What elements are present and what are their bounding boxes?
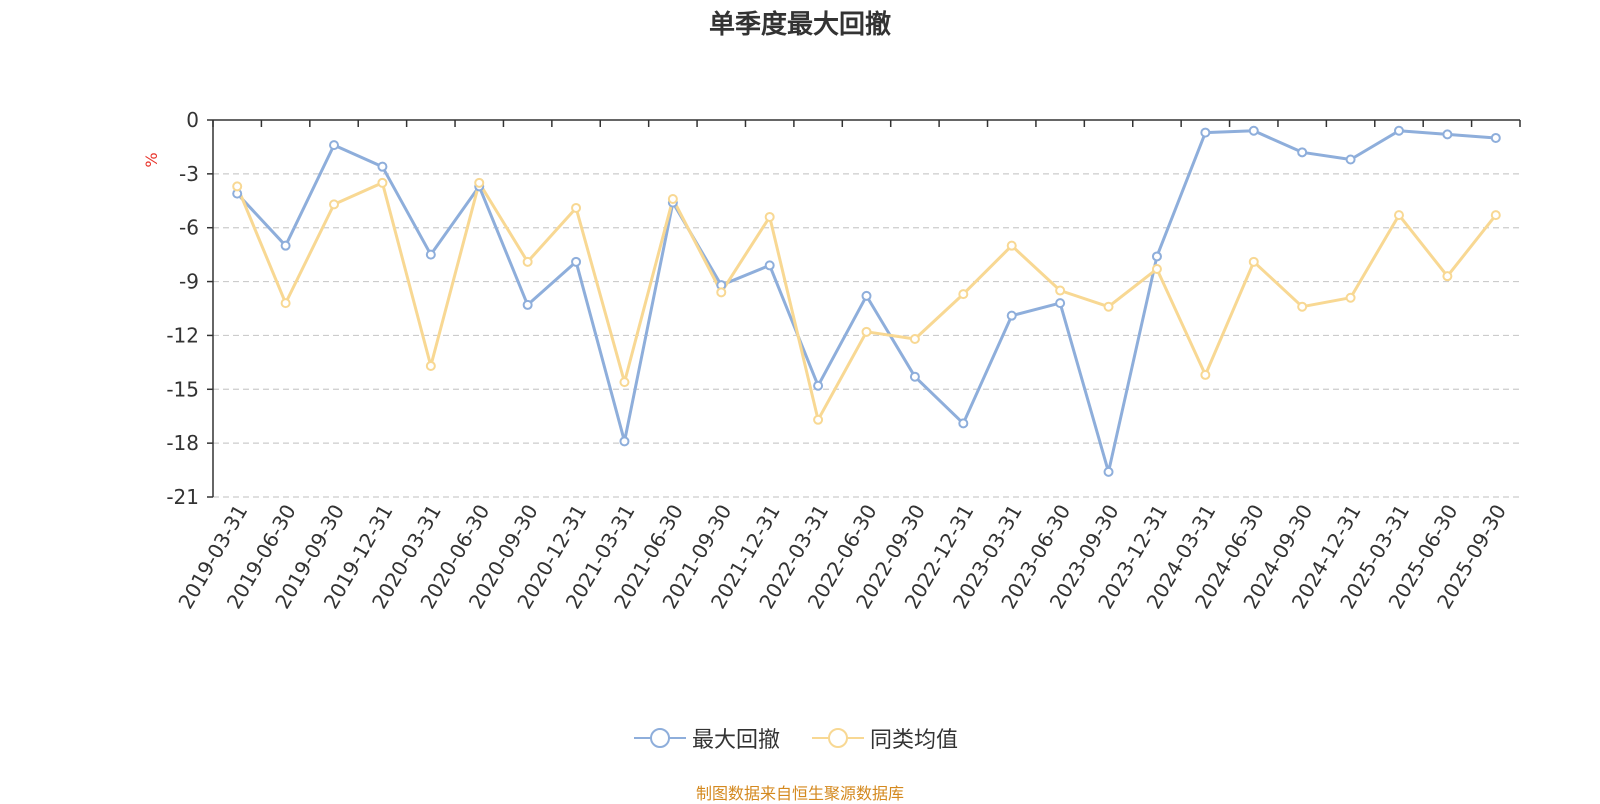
data-point-series-1 [1151,251,1162,262]
data-point-series-2 [329,199,340,210]
data-point-series-1 [280,240,291,251]
data-point-series-1 [619,436,630,447]
data-point-series-1 [425,249,436,260]
data-point-series-2 [716,287,727,298]
data-point-series-2 [1103,301,1114,312]
data-point-series-1 [1490,132,1501,143]
axes [207,119,1521,498]
legend-label: 最大回撤 [692,728,781,753]
data-point-series-2 [474,177,485,188]
series-lines [235,129,1497,474]
data-point-series-2 [232,181,243,192]
data-point-series-1 [1248,125,1259,136]
y-tick-label: -15 [166,377,199,401]
data-point-series-2 [861,326,872,337]
data-point-series-1 [1297,147,1308,158]
data-point-series-2 [1006,240,1017,251]
data-point-series-2 [280,298,291,309]
data-point-series-1 [1200,127,1211,138]
data-point-series-1 [1345,154,1356,165]
data-point-series-1 [909,371,920,382]
data-point-series-1 [329,140,340,151]
series-line-2 [235,181,1497,422]
data-point-series-1 [813,380,824,391]
data-point-series-2 [813,414,824,425]
legend-item-peer-average[interactable]: 同类均值 [812,724,959,753]
data-point-series-1 [1393,125,1404,136]
data-point-series-2 [1345,292,1356,303]
data-point-series-2 [667,193,678,204]
y-tick-label: -21 [166,485,199,509]
data-point-series-2 [571,202,582,213]
y-tick-label: -12 [166,323,199,347]
data-point-series-1 [861,290,872,301]
data-point-series-1 [958,418,969,429]
data-point-series-2 [1393,210,1404,221]
data-point-series-2 [1248,256,1259,267]
data-point-series-1 [377,161,388,172]
data-point-series-2 [1490,210,1501,221]
legend-item-max-drawdown[interactable]: 最大回撤 [634,724,781,753]
data-point-series-1 [1006,310,1017,321]
legend-line-marker-icon [634,728,686,748]
y-tick-label: -9 [179,270,199,294]
series-points [232,125,1501,477]
data-point-series-2 [522,256,533,267]
legend-line-marker-icon [812,728,864,748]
data-point-series-2 [619,377,630,388]
data-point-series-2 [958,289,969,300]
y-tick-label: -18 [166,431,199,455]
data-point-series-1 [522,299,533,310]
data-point-series-1 [1442,129,1453,140]
data-point-series-1 [1055,298,1066,309]
data-point-series-2 [1297,301,1308,312]
data-point-series-2 [377,177,388,188]
y-tick-labels: 0 -3 -6 -9 -12 -15 -18 -21 [166,108,199,509]
data-point-series-1 [764,260,775,271]
data-point-series-2 [1442,271,1453,282]
y-tick-label: -6 [179,216,199,240]
data-point-series-2 [1200,369,1211,380]
series-line-1 [236,129,1496,474]
y-tick-label: -3 [179,162,199,186]
data-point-series-1 [571,256,582,267]
chart-title: 单季度最大回撤 [708,10,891,40]
y-axis-unit-label: % [142,152,161,167]
legend-label: 同类均值 [870,728,959,753]
y-tick-label: 0 [186,108,199,132]
data-point-series-2 [1151,264,1162,275]
data-point-series-2 [909,334,920,345]
x-tick-labels: 2019-03-312019-06-302019-09-302019-12-31… [173,500,1510,613]
data-point-series-2 [1055,285,1066,296]
data-point-series-1 [1103,466,1114,477]
data-point-series-2 [764,211,775,222]
source-note: 制图数据来自恒生聚源数据库 [695,784,904,803]
data-point-series-2 [425,360,436,371]
